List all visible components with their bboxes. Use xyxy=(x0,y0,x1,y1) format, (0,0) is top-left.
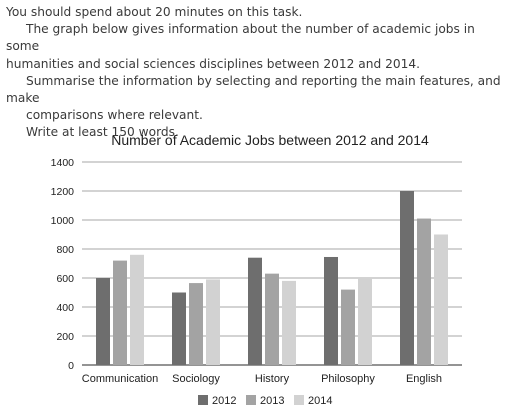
task-line-time: You should spend about 20 minutes on thi… xyxy=(6,5,303,19)
y-tick-label: 400 xyxy=(56,302,74,314)
task-line-summarise: Summarise the information by selecting a… xyxy=(6,73,501,106)
bar-sociology-2012 xyxy=(172,292,186,365)
bar-history-2013 xyxy=(265,273,279,365)
bar-history-2014 xyxy=(282,280,296,365)
bar-communication-2014 xyxy=(130,254,144,365)
x-category-label: Communication xyxy=(82,373,158,385)
task-line-summarise-cont: comparisons where relevant. xyxy=(26,108,203,123)
bar-sociology-2013 xyxy=(189,283,203,365)
y-tick-label: 0 xyxy=(68,360,74,372)
x-category-label: Sociology xyxy=(172,373,220,385)
legend-label: 2013 xyxy=(260,395,284,407)
bars xyxy=(96,191,448,365)
legend: 2012 2013 2014 xyxy=(198,395,332,407)
y-tick-label: 1000 xyxy=(51,215,75,227)
bar-philosophy-2012 xyxy=(324,256,338,365)
legend-label: 2012 xyxy=(212,395,236,407)
y-tick-label: 1400 xyxy=(51,157,75,169)
task-line-description-cont: humanities and social sciences disciplin… xyxy=(6,56,420,71)
bar-communication-2013 xyxy=(113,260,127,365)
bar-english-2012 xyxy=(400,191,414,365)
y-tick-label: 600 xyxy=(56,273,74,285)
y-tick-label: 800 xyxy=(56,244,74,256)
legend-swatch xyxy=(246,395,256,405)
task-line-word-count: Write at least 150 words. xyxy=(26,125,179,140)
bar-philosophy-2013 xyxy=(341,289,355,365)
bar-history-2012 xyxy=(248,257,262,365)
chart-title: Number of Academic Jobs between 2012 and… xyxy=(111,132,429,148)
task-line-description: The graph below gives information about … xyxy=(6,22,475,54)
y-tick-label: 1200 xyxy=(51,186,75,198)
y-axis: 0 200 400 600 800 1000 1200 1400 xyxy=(51,157,75,372)
y-tick-label: 200 xyxy=(56,331,74,343)
x-category-label: History xyxy=(255,373,290,385)
bar-sociology-2014 xyxy=(206,279,220,365)
x-category-label: English xyxy=(406,373,442,385)
legend-label: 2014 xyxy=(308,395,332,407)
bar-english-2013 xyxy=(417,218,431,365)
x-category-label: Philosophy xyxy=(321,373,375,385)
legend-swatch xyxy=(198,395,208,405)
bar-philosophy-2014 xyxy=(358,278,372,365)
task-instructions: You should spend about 20 minutes on thi… xyxy=(6,4,506,142)
bar-communication-2012 xyxy=(96,278,110,365)
legend-swatch xyxy=(294,395,304,405)
bar-english-2014 xyxy=(434,234,448,365)
x-axis-labels: Communication Sociology History Philosophy E… xyxy=(82,373,442,385)
